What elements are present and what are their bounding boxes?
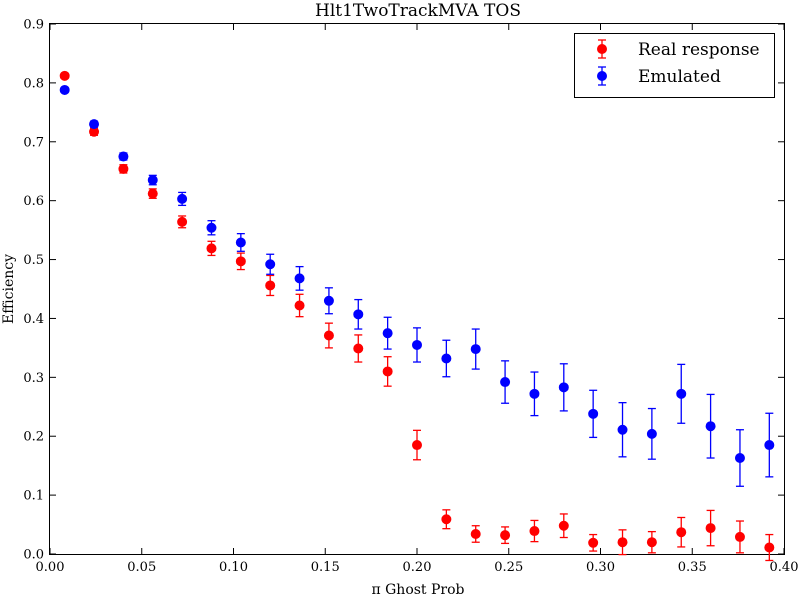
y-tick-label: 0.4 xyxy=(23,312,44,327)
data-point xyxy=(177,193,188,204)
data-point xyxy=(646,537,657,548)
x-tick-label: 0.00 xyxy=(36,560,65,575)
data-point xyxy=(441,353,452,364)
series-emulated xyxy=(59,84,775,487)
data-point xyxy=(529,388,540,399)
data-point xyxy=(382,366,393,377)
data-point xyxy=(617,537,628,548)
data-point xyxy=(323,330,334,341)
legend-entry-real-response: Real response xyxy=(597,39,760,60)
legend-label: Emulated xyxy=(638,67,721,87)
data-point xyxy=(147,175,158,186)
data-point xyxy=(147,188,158,199)
data-point xyxy=(89,119,100,130)
data-point xyxy=(382,328,393,339)
data-point xyxy=(265,259,276,270)
legend: Real response Emulated xyxy=(574,33,775,98)
y-tick-label: 0.3 xyxy=(23,371,44,386)
x-tick-label: 0.10 xyxy=(219,560,248,575)
plot-area xyxy=(49,23,785,555)
data-point xyxy=(617,424,628,435)
data-point xyxy=(412,440,422,451)
data-point xyxy=(412,339,422,350)
x-tick-label: 0.25 xyxy=(494,560,523,575)
y-tick-label: 0.2 xyxy=(23,430,44,445)
chart-title: Hlt1TwoTrackMVA TOS xyxy=(315,1,521,21)
data-point xyxy=(705,523,716,534)
data-point xyxy=(265,280,276,291)
x-tick-label: 0.20 xyxy=(403,560,432,575)
data-point xyxy=(206,222,217,233)
legend-entry-emulated: Emulated xyxy=(597,66,721,87)
data-point xyxy=(676,388,687,399)
data-point xyxy=(470,528,481,539)
y-tick-label: 0.8 xyxy=(23,76,44,91)
data-point xyxy=(323,295,334,306)
data-point xyxy=(59,84,70,95)
y-axis-title: Efficiency xyxy=(1,254,17,324)
y-tick-label: 0.7 xyxy=(23,135,44,150)
data-point xyxy=(588,408,599,419)
legend-label: Real response xyxy=(638,40,760,60)
data-point xyxy=(206,243,217,254)
data-point xyxy=(235,256,246,267)
plot-frame xyxy=(49,23,785,555)
data-point xyxy=(294,300,305,311)
data-point xyxy=(529,526,540,537)
y-axis: 0.0 0.1 0.2 0.3 0.4 0.5 0.6 0.7 0.8 0.9 xyxy=(23,18,784,563)
x-axis: 0.00 0.05 0.10 0.15 0.20 0.25 0.30 0.35 0.40 xyxy=(36,24,799,575)
x-tick-label: 0.15 xyxy=(311,560,340,575)
data-point xyxy=(558,382,569,393)
legend-box xyxy=(574,33,775,98)
x-tick-label: 0.30 xyxy=(586,560,615,575)
y-tick-label: 0.9 xyxy=(23,18,44,33)
data-point xyxy=(294,273,305,284)
data-point xyxy=(646,428,657,439)
data-point xyxy=(177,216,188,227)
series-layer xyxy=(59,70,775,562)
legend-marker xyxy=(597,44,607,54)
data-point xyxy=(676,527,687,538)
x-tick-label: 0.35 xyxy=(678,560,707,575)
series-real-response xyxy=(59,70,775,562)
x-tick-label: 0.40 xyxy=(770,560,799,575)
data-point xyxy=(441,514,452,525)
y-tick-label: 0.1 xyxy=(23,489,44,504)
y-tick-label: 0.0 xyxy=(23,548,44,563)
data-point xyxy=(59,70,70,81)
data-point xyxy=(470,344,481,355)
data-point xyxy=(705,421,716,432)
data-point xyxy=(118,151,129,162)
data-point xyxy=(734,531,745,542)
data-point xyxy=(764,542,775,553)
data-point xyxy=(118,163,129,174)
data-point xyxy=(353,309,364,320)
legend-marker xyxy=(597,71,607,81)
data-point xyxy=(734,453,745,464)
data-point xyxy=(500,530,511,541)
data-point xyxy=(500,377,511,388)
data-point xyxy=(764,440,775,451)
data-point xyxy=(588,537,599,548)
data-point xyxy=(235,237,246,248)
x-tick-label: 0.05 xyxy=(127,560,156,575)
data-point xyxy=(558,520,569,531)
y-tick-label: 0.5 xyxy=(23,253,44,268)
data-point xyxy=(353,343,364,354)
y-tick-label: 0.6 xyxy=(23,194,44,209)
x-axis-title: π Ghost Prob xyxy=(371,582,464,598)
